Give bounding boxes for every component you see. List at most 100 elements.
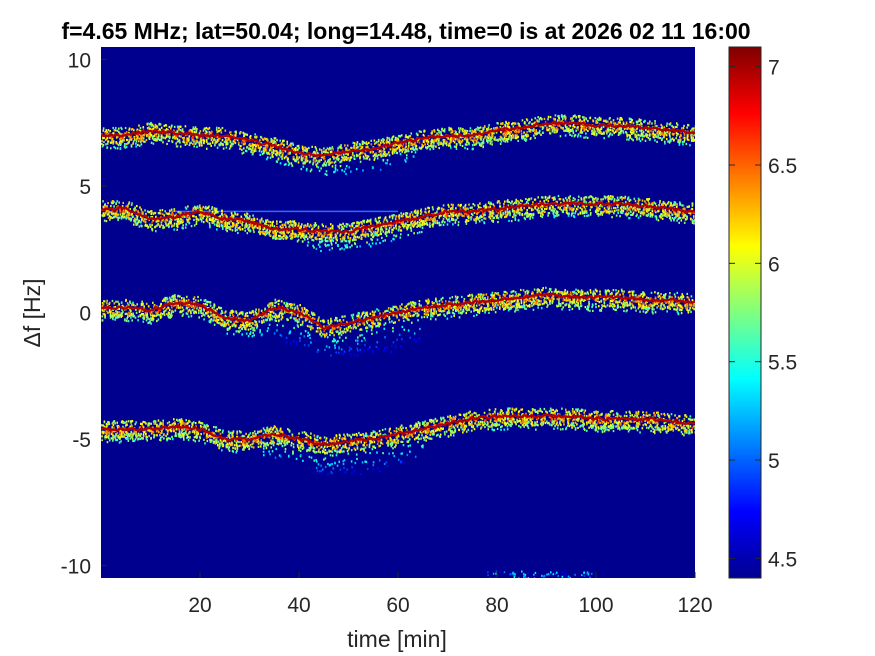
bottom-feature-point bbox=[583, 579, 585, 581]
band-point bbox=[227, 226, 229, 229]
band-point bbox=[151, 135, 154, 138]
band-point bbox=[627, 196, 630, 199]
band-point bbox=[106, 205, 108, 208]
band-point bbox=[648, 122, 651, 125]
band-point bbox=[511, 122, 514, 125]
band-point bbox=[528, 128, 531, 131]
band-point bbox=[306, 224, 309, 227]
band-point bbox=[506, 132, 508, 135]
band-point bbox=[424, 210, 426, 214]
band-point bbox=[287, 231, 290, 234]
band-point bbox=[363, 141, 366, 145]
band-point bbox=[607, 195, 610, 198]
band-point bbox=[178, 139, 180, 142]
band-point bbox=[349, 246, 351, 249]
band-point bbox=[648, 197, 651, 201]
band-point bbox=[450, 213, 452, 216]
band-point bbox=[418, 219, 421, 222]
bottom-feature-point bbox=[587, 572, 590, 575]
band-point bbox=[580, 124, 583, 128]
band-point bbox=[580, 197, 583, 200]
band-point bbox=[241, 152, 244, 155]
band-point bbox=[398, 146, 401, 149]
band-point bbox=[359, 156, 361, 159]
band-point bbox=[313, 157, 315, 160]
band-point bbox=[124, 126, 127, 130]
band-point bbox=[278, 152, 280, 156]
band-point bbox=[681, 211, 684, 214]
band-point bbox=[340, 228, 343, 231]
bottom-feature-point bbox=[495, 572, 497, 575]
band-point bbox=[289, 143, 292, 146]
band-point bbox=[301, 234, 304, 237]
band-point bbox=[263, 151, 265, 155]
band-point bbox=[266, 232, 269, 235]
band-point bbox=[167, 135, 170, 138]
band-point bbox=[390, 239, 393, 243]
band-point bbox=[340, 223, 343, 227]
band-point bbox=[522, 135, 524, 138]
band-point bbox=[608, 133, 611, 136]
band-point bbox=[626, 206, 629, 209]
band-point bbox=[476, 215, 479, 219]
band-point bbox=[366, 154, 369, 158]
band-point bbox=[361, 222, 363, 225]
band-point bbox=[662, 131, 664, 134]
band-point bbox=[475, 211, 478, 214]
band-point bbox=[157, 136, 160, 140]
band-point bbox=[478, 220, 481, 223]
band-point bbox=[334, 164, 337, 167]
band-point bbox=[148, 126, 150, 129]
band-point bbox=[461, 144, 464, 148]
band-point bbox=[515, 137, 518, 140]
band-point bbox=[182, 140, 184, 143]
band-point bbox=[327, 159, 330, 162]
band-point bbox=[530, 206, 532, 209]
band-point bbox=[412, 155, 415, 158]
band-point bbox=[635, 130, 638, 133]
band-point bbox=[331, 161, 333, 164]
band-point bbox=[437, 137, 440, 140]
band-point bbox=[178, 128, 180, 131]
band-point bbox=[678, 139, 681, 142]
band-point bbox=[523, 138, 526, 141]
band-point bbox=[278, 237, 280, 240]
band-point bbox=[179, 129, 182, 132]
band-point bbox=[342, 237, 344, 240]
band-point bbox=[629, 198, 631, 202]
band-point bbox=[297, 224, 300, 227]
band-point bbox=[440, 134, 443, 137]
band-point bbox=[407, 215, 409, 219]
band-point bbox=[432, 220, 434, 223]
band-point bbox=[312, 158, 315, 161]
band-point bbox=[317, 166, 319, 169]
band-point bbox=[314, 237, 317, 240]
bottom-feature-point bbox=[542, 576, 545, 578]
band-point bbox=[453, 133, 456, 136]
band-point bbox=[314, 224, 316, 227]
band-point bbox=[450, 136, 452, 140]
band-point bbox=[276, 160, 278, 163]
band-point bbox=[273, 225, 276, 228]
band-point bbox=[683, 136, 686, 139]
band-point bbox=[655, 124, 658, 128]
band-point bbox=[463, 207, 466, 210]
band-point bbox=[195, 128, 198, 132]
band-point bbox=[199, 140, 201, 143]
band-point bbox=[442, 208, 445, 211]
band-point bbox=[528, 214, 531, 217]
band-point bbox=[541, 208, 543, 211]
band-point bbox=[176, 223, 179, 226]
band-point bbox=[607, 210, 610, 214]
band-point bbox=[322, 164, 324, 167]
band-point bbox=[414, 216, 417, 220]
band-point bbox=[476, 138, 479, 141]
band-point bbox=[502, 138, 504, 141]
band-point bbox=[378, 220, 381, 223]
band-point bbox=[669, 211, 671, 214]
band-point bbox=[585, 118, 588, 121]
band-point bbox=[131, 202, 133, 205]
band-point bbox=[118, 216, 121, 219]
band-point bbox=[365, 141, 368, 144]
band-point bbox=[398, 148, 401, 151]
